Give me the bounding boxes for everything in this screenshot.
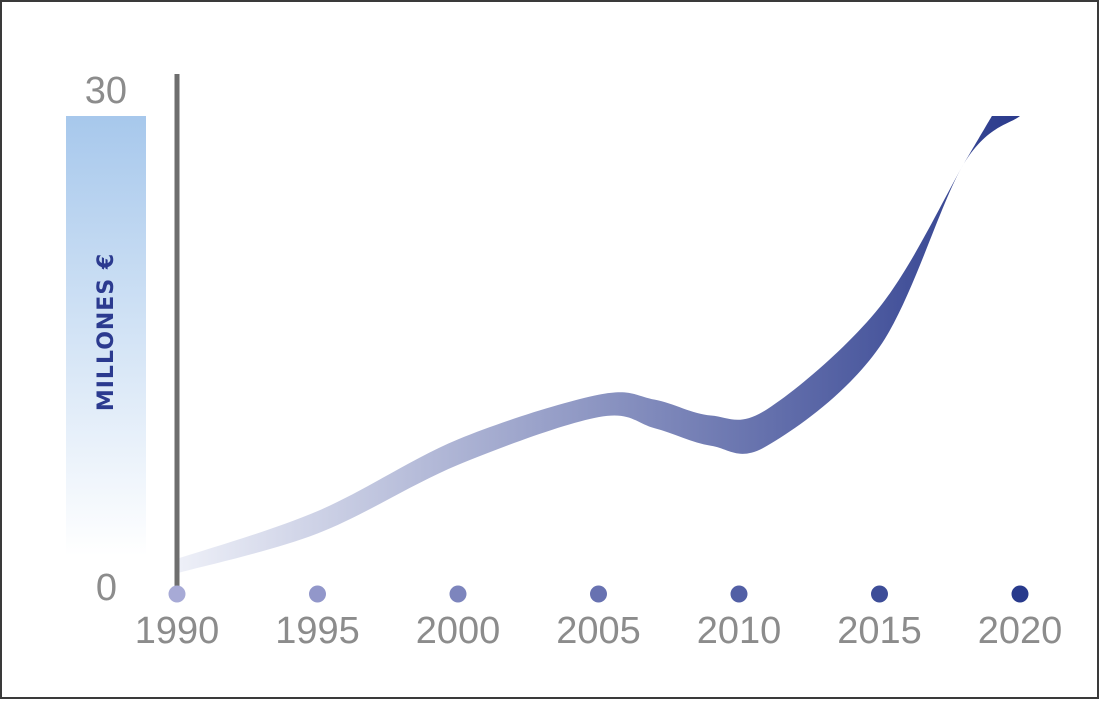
x-tick-dot-2005 — [590, 585, 607, 603]
x-tick-label-2005: 2005 — [556, 610, 641, 652]
x-tick-dot-2020 — [1011, 585, 1029, 603]
x-tick-label-2010: 2010 — [697, 610, 782, 652]
ylabel: MILLONES € — [94, 253, 119, 411]
y-tick-top: 30 — [85, 70, 127, 112]
x-tick-dot-2000 — [449, 585, 467, 603]
x-tick-label-2000: 2000 — [416, 610, 501, 652]
x-tick-dot-1990 — [168, 585, 186, 603]
x-tick-dot-1995 — [309, 585, 326, 603]
y-tick-bottom: 0 — [96, 567, 117, 609]
band-area — [177, 116, 1020, 574]
x-tick-label-1990: 1990 — [135, 610, 220, 652]
x-tick-label-2015: 2015 — [837, 610, 922, 652]
x-tick-label-2020: 2020 — [978, 610, 1063, 652]
x-tick-label-1995: 1995 — [275, 610, 360, 652]
x-tick-dot-2010 — [730, 585, 748, 603]
x-tick-dot-2015 — [871, 585, 888, 603]
ylabel-bar — [66, 116, 146, 556]
